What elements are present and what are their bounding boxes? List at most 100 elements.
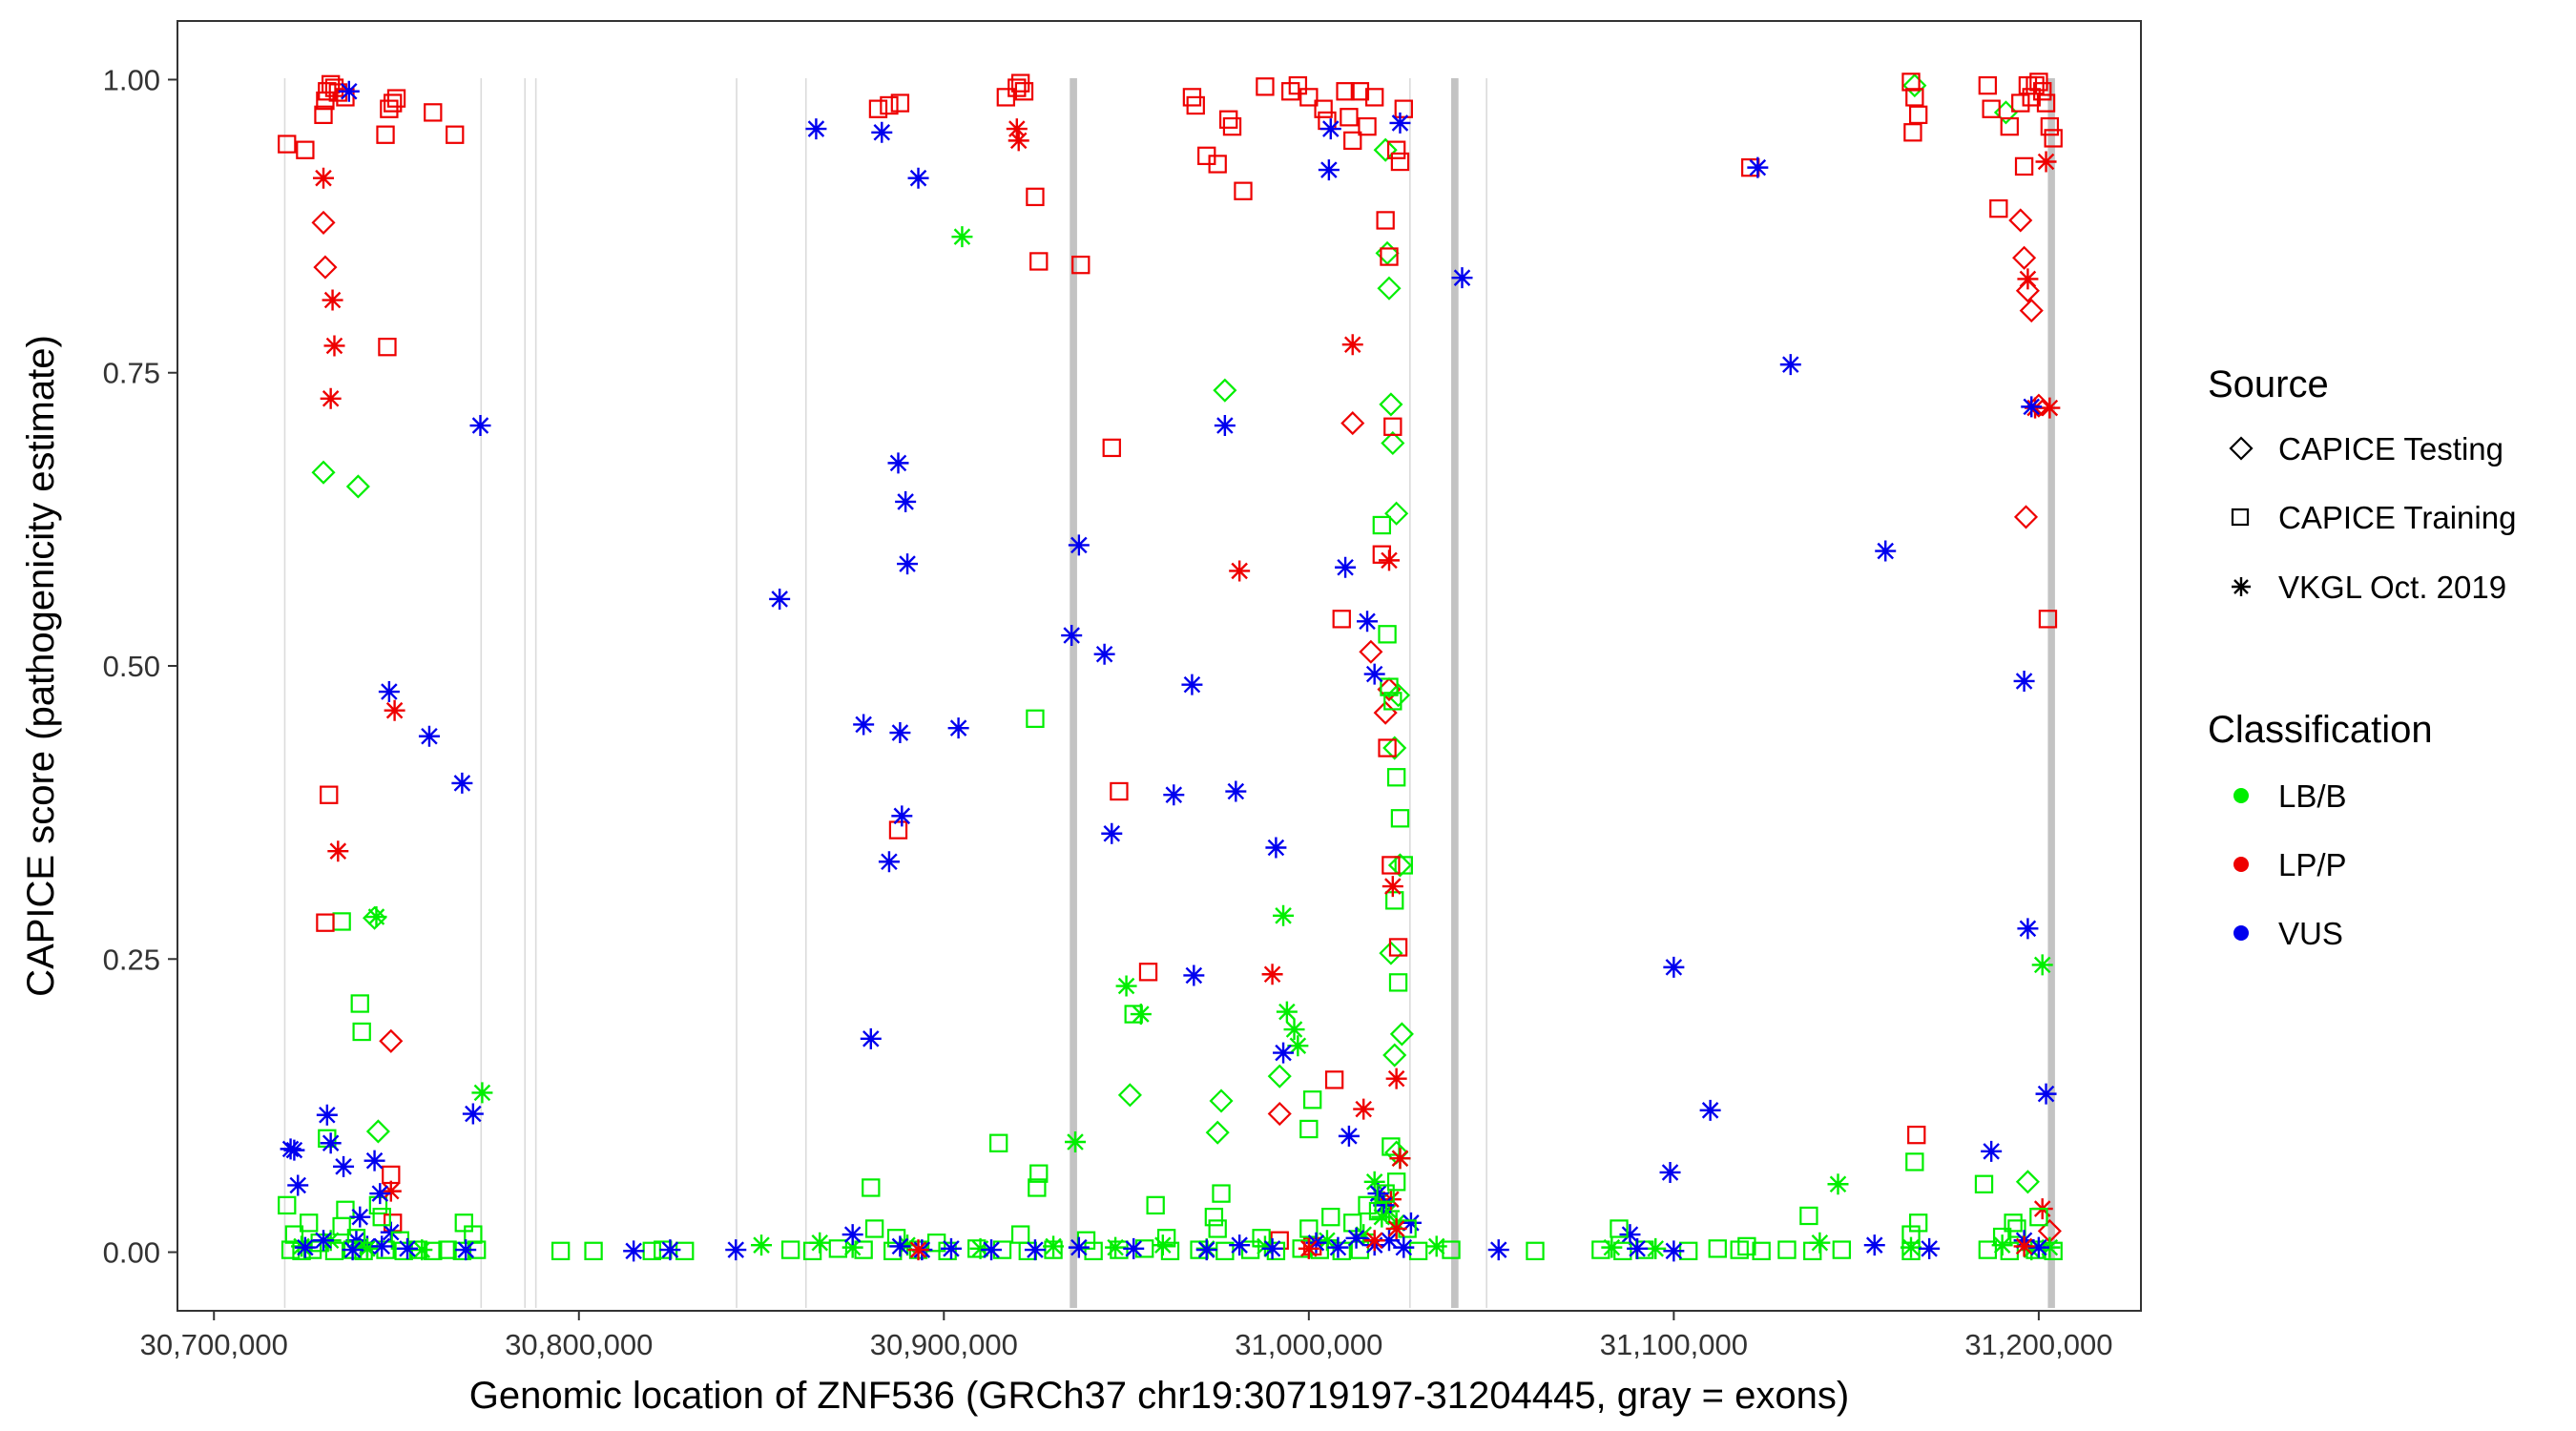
data-point	[1659, 1161, 1681, 1183]
asterisk-icon	[2232, 577, 2251, 596]
data-point	[469, 415, 491, 437]
legend-label-capice-training: CAPICE Training	[2278, 500, 2516, 535]
data-point	[368, 1195, 388, 1215]
data-point	[809, 1232, 831, 1254]
data-point	[1875, 540, 1897, 562]
data-point	[1373, 137, 1398, 162]
data-point	[356, 1237, 378, 1259]
data-point	[386, 89, 406, 108]
data-point	[895, 490, 917, 512]
data-point	[1752, 1241, 1771, 1260]
data-point	[2013, 1235, 2035, 1257]
y-tick-label: 0.50	[103, 650, 160, 683]
data-point	[1183, 964, 1205, 986]
data-point	[1298, 1237, 1319, 1259]
data-point	[1919, 1237, 1941, 1259]
data-point	[1327, 1236, 1349, 1258]
data-point	[1163, 784, 1185, 806]
data-point	[372, 1207, 391, 1227]
data-point	[864, 1219, 884, 1238]
data-point	[365, 1119, 390, 1144]
data-point	[1974, 1174, 1994, 1193]
data-point	[313, 255, 338, 280]
data-point	[1065, 1131, 1087, 1153]
legend-source-title: Source	[2208, 363, 2329, 405]
data-point	[1610, 1219, 1629, 1238]
data-point	[1832, 1240, 1852, 1259]
data-point	[2039, 397, 2061, 419]
data-point	[1358, 116, 1377, 136]
data-point	[1978, 75, 1998, 95]
data-point	[446, 125, 465, 144]
data-point	[1340, 411, 1365, 436]
data-point	[1902, 73, 1927, 98]
data-point	[1029, 1164, 1049, 1183]
data-point	[1645, 1237, 1667, 1259]
exon-band	[524, 78, 527, 1308]
data-point	[1186, 95, 1205, 115]
data-point	[1110, 781, 1129, 801]
data-point	[1385, 1068, 1407, 1089]
data-point	[1408, 1241, 1428, 1260]
data-point	[1601, 1236, 1623, 1258]
data-point	[1390, 809, 1410, 828]
data-point	[1799, 1206, 1818, 1226]
data-point	[1378, 550, 1400, 571]
data-point	[1299, 88, 1319, 107]
data-point	[320, 1132, 342, 1154]
data-point	[376, 125, 395, 144]
lb-b-dot-icon	[2233, 788, 2249, 803]
data-point	[2031, 954, 2053, 976]
data-point	[828, 1239, 848, 1258]
data-point	[384, 93, 403, 113]
data-point	[1384, 501, 1409, 526]
data-point	[2044, 129, 2063, 148]
data-point	[1273, 1042, 1295, 1064]
data-point	[1071, 255, 1091, 275]
data-point	[1214, 415, 1236, 437]
data-point	[1254, 1235, 1276, 1257]
data-point	[1381, 876, 1403, 898]
data-point	[1225, 780, 1247, 802]
data-point	[725, 1239, 747, 1261]
vus-dot-icon	[2233, 925, 2249, 941]
data-point	[1024, 1239, 1046, 1261]
data-point	[1353, 1098, 1375, 1120]
data-point	[451, 772, 473, 794]
data-point	[1343, 1213, 1362, 1233]
square-icon	[2231, 508, 2250, 527]
data-point	[2004, 1213, 2023, 1233]
data-point	[1205, 1120, 1230, 1145]
data-point	[316, 913, 335, 932]
data-point	[1336, 82, 1355, 101]
data-point	[1261, 964, 1283, 985]
legend-label-vus: VUS	[2278, 916, 2343, 951]
data-point	[2000, 116, 2019, 136]
data-point	[324, 78, 344, 97]
data-point	[1267, 1064, 1292, 1089]
legend-item-lb-b: LB/B	[2233, 778, 2347, 814]
data-point	[365, 906, 387, 928]
data-point	[311, 460, 336, 485]
data-point	[1982, 99, 2001, 118]
data-point	[889, 722, 911, 744]
data-point	[338, 80, 360, 102]
data-point	[378, 338, 397, 357]
data-point	[868, 99, 888, 118]
data-point	[1181, 674, 1203, 695]
data-point	[333, 1155, 355, 1177]
data-point	[1123, 1237, 1145, 1259]
data-point	[1388, 938, 1408, 957]
x-tick-label: 30,700,000	[140, 1328, 288, 1361]
data-point	[1299, 1119, 1319, 1139]
data-point	[2019, 299, 2044, 323]
data-point	[1373, 1194, 1395, 1216]
exon-band	[1485, 78, 1487, 1308]
data-point	[841, 1236, 863, 1258]
data-point	[951, 226, 973, 248]
data-point	[1219, 110, 1238, 129]
data-point	[320, 387, 342, 409]
data-point	[1376, 1184, 1395, 1203]
data-point	[1115, 975, 1137, 997]
data-point	[296, 140, 315, 159]
